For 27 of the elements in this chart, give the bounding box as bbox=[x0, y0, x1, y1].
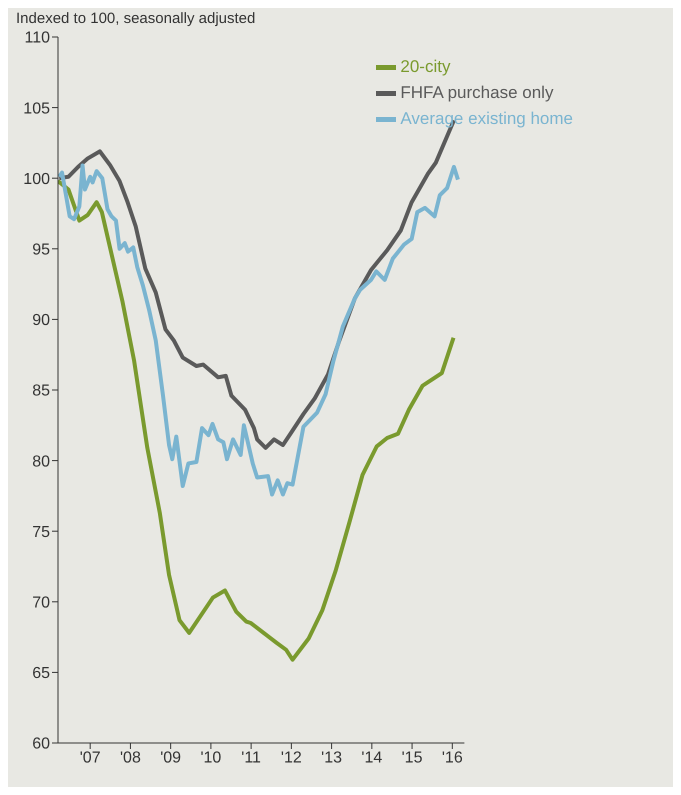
y-tick-label: 75 bbox=[32, 524, 50, 541]
x-tick-label: '11 bbox=[241, 749, 262, 766]
line-series bbox=[58, 163, 460, 496]
y-tick-label: 70 bbox=[32, 594, 50, 612]
y-tick-label: 85 bbox=[32, 382, 50, 400]
x-tick-label: '13 bbox=[321, 749, 342, 766]
y-tick-label: 95 bbox=[32, 241, 50, 258]
y-tick-label: 110 bbox=[24, 30, 50, 47]
y-tick-label: 80 bbox=[32, 453, 50, 470]
legend-label: 20-city bbox=[400, 57, 450, 77]
x-tick-label: '07 bbox=[80, 749, 101, 766]
y-tick-label: 60 bbox=[32, 736, 50, 753]
x-tick-label: '10 bbox=[200, 749, 222, 766]
y-tick-label: 90 bbox=[32, 312, 50, 330]
y-tick-label: 65 bbox=[32, 665, 50, 682]
x-tick-label: '16 bbox=[442, 749, 463, 766]
x-tick-label: '15 bbox=[402, 749, 423, 766]
x-tick-label: '12 bbox=[280, 749, 302, 766]
x-tick-label: '14 bbox=[361, 749, 382, 766]
y-tick-label: 105 bbox=[23, 100, 50, 118]
line-series bbox=[58, 179, 456, 662]
x-tick-label: '09 bbox=[160, 749, 182, 766]
x-tick-label: '08 bbox=[120, 749, 141, 766]
y-tick-label: 100 bbox=[23, 170, 50, 188]
legend-label: FHFA purchase only bbox=[400, 83, 554, 103]
legend-label: Average existing home bbox=[400, 109, 573, 129]
chart-subtitle: Indexed to 100, seasonally adjusted bbox=[15, 9, 256, 27]
